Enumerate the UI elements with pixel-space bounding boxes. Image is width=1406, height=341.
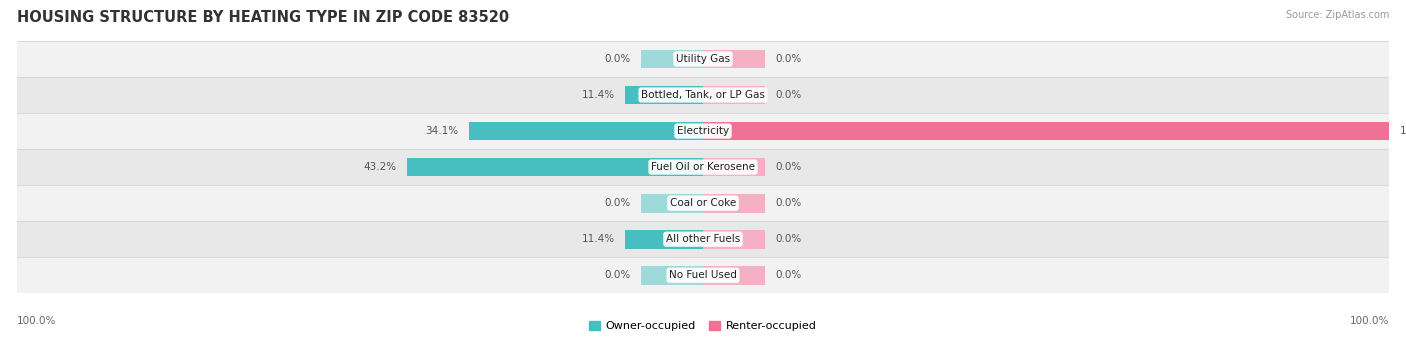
- Text: No Fuel Used: No Fuel Used: [669, 270, 737, 280]
- Text: 0.0%: 0.0%: [775, 162, 801, 172]
- Text: 0.0%: 0.0%: [775, 198, 801, 208]
- Bar: [624, 230, 703, 249]
- Bar: [703, 230, 765, 249]
- FancyBboxPatch shape: [17, 257, 1389, 293]
- Text: Bottled, Tank, or LP Gas: Bottled, Tank, or LP Gas: [641, 90, 765, 100]
- FancyBboxPatch shape: [17, 77, 1389, 113]
- Bar: [703, 49, 765, 68]
- Text: 0.0%: 0.0%: [775, 54, 801, 64]
- Text: HOUSING STRUCTURE BY HEATING TYPE IN ZIP CODE 83520: HOUSING STRUCTURE BY HEATING TYPE IN ZIP…: [17, 10, 509, 25]
- Bar: [406, 158, 703, 176]
- Text: Electricity: Electricity: [676, 126, 730, 136]
- Text: 100.0%: 100.0%: [1350, 315, 1389, 326]
- FancyBboxPatch shape: [17, 149, 1389, 185]
- Bar: [703, 266, 765, 285]
- Text: 100.0%: 100.0%: [1399, 126, 1406, 136]
- Bar: [641, 194, 703, 212]
- Text: 34.1%: 34.1%: [426, 126, 458, 136]
- FancyBboxPatch shape: [17, 113, 1389, 149]
- Bar: [624, 86, 703, 104]
- Text: Coal or Coke: Coal or Coke: [669, 198, 737, 208]
- Text: Source: ZipAtlas.com: Source: ZipAtlas.com: [1285, 10, 1389, 20]
- Text: 0.0%: 0.0%: [605, 54, 631, 64]
- Bar: [470, 122, 703, 140]
- Text: 43.2%: 43.2%: [363, 162, 396, 172]
- Text: 0.0%: 0.0%: [605, 270, 631, 280]
- FancyBboxPatch shape: [17, 41, 1389, 77]
- Text: 100.0%: 100.0%: [17, 315, 56, 326]
- Bar: [641, 266, 703, 285]
- Legend: Owner-occupied, Renter-occupied: Owner-occupied, Renter-occupied: [585, 316, 821, 336]
- Text: 11.4%: 11.4%: [581, 90, 614, 100]
- Text: 0.0%: 0.0%: [775, 270, 801, 280]
- Text: 0.0%: 0.0%: [775, 90, 801, 100]
- FancyBboxPatch shape: [17, 221, 1389, 257]
- Bar: [703, 86, 765, 104]
- FancyBboxPatch shape: [17, 185, 1389, 221]
- Text: 0.0%: 0.0%: [775, 234, 801, 244]
- Text: 11.4%: 11.4%: [581, 234, 614, 244]
- Text: All other Fuels: All other Fuels: [666, 234, 740, 244]
- Bar: [641, 49, 703, 68]
- Text: Utility Gas: Utility Gas: [676, 54, 730, 64]
- Text: 0.0%: 0.0%: [605, 198, 631, 208]
- Text: Fuel Oil or Kerosene: Fuel Oil or Kerosene: [651, 162, 755, 172]
- Bar: [703, 194, 765, 212]
- Bar: [703, 158, 765, 176]
- Bar: [703, 122, 1389, 140]
